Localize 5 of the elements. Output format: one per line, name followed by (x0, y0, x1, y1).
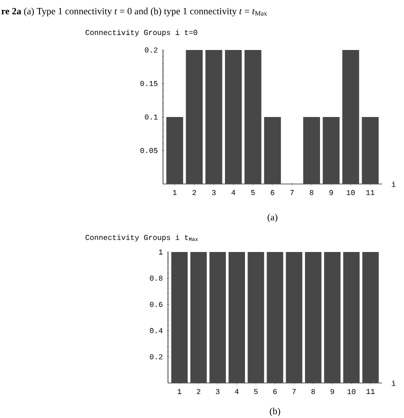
x-axis-title: i (392, 380, 396, 386)
x-axis-title: i (392, 181, 396, 187)
text: (a) (268, 214, 278, 222)
chart-title: re 2a (a) Type 1 connectivity t = 0 and (b) type 1 connectivity t = t$_{Max}$ (1, 8, 267, 16)
text: (b) (270, 408, 280, 416)
